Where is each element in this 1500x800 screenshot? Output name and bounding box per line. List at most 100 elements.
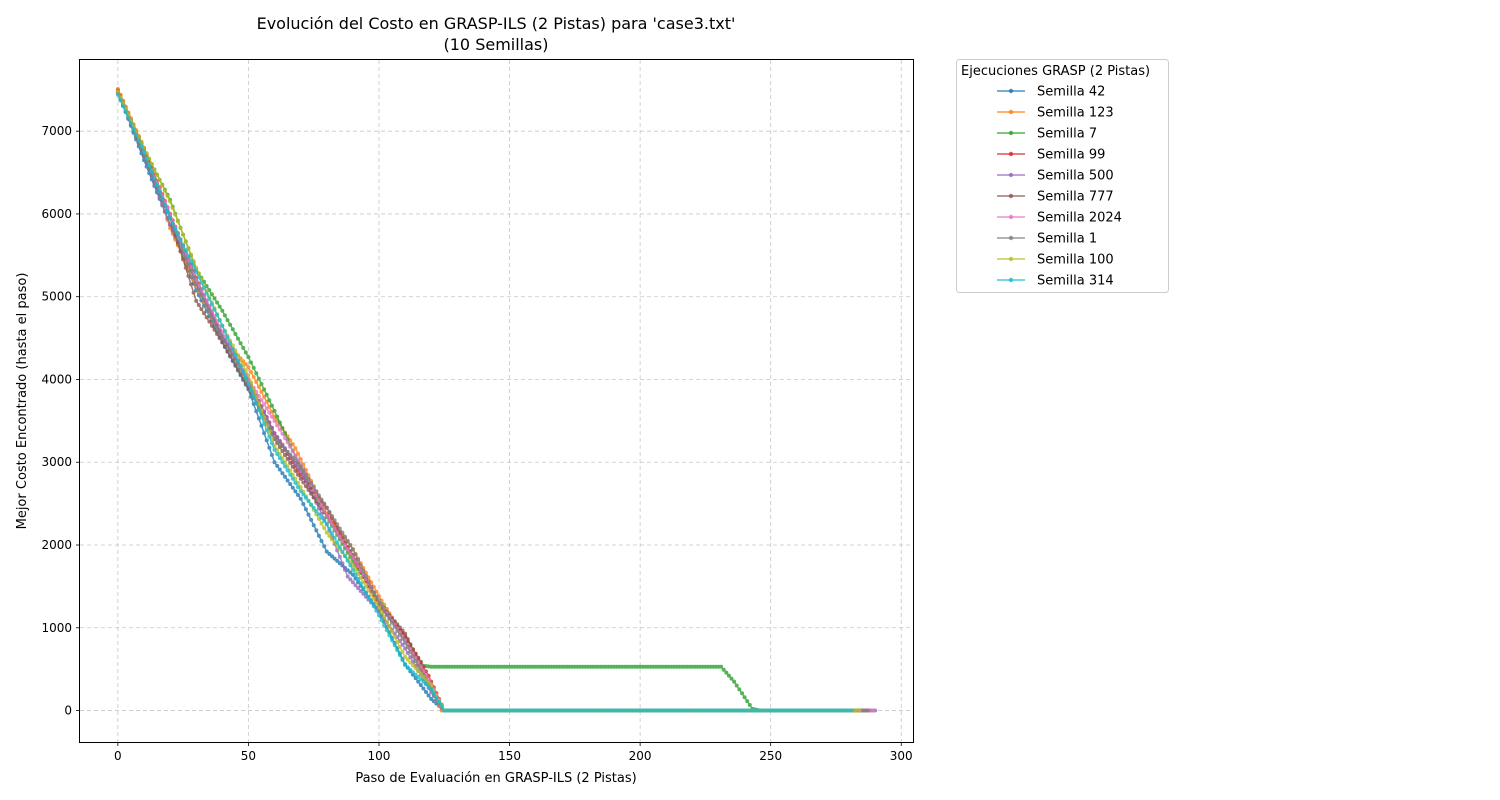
legend-label: Semilla 1 (1037, 232, 1097, 247)
data-point (353, 583, 358, 588)
data-point (222, 329, 227, 334)
data-point (392, 643, 397, 648)
data-point (726, 673, 731, 678)
data-point (311, 485, 316, 490)
data-point (343, 534, 347, 539)
legend-label: Semilla 7 (1037, 127, 1097, 142)
data-point (204, 303, 209, 308)
data-point (228, 341, 233, 346)
data-point (212, 327, 217, 332)
data-point (358, 581, 363, 586)
data-point (228, 349, 233, 354)
data-point (734, 683, 739, 688)
legend-item: Semilla 777 (997, 190, 1114, 205)
data-point (183, 248, 188, 253)
data-point (361, 568, 366, 573)
legend-items: Semilla 42 Semilla 123 Semilla 7 Semilla 99… (997, 85, 1122, 289)
data-point (136, 138, 141, 143)
data-point (272, 418, 277, 423)
data-point (358, 589, 363, 593)
data-point (439, 704, 444, 709)
data-point (345, 558, 350, 563)
data-point (152, 176, 157, 181)
data-point (303, 507, 308, 512)
data-point (314, 509, 319, 514)
legend-label: Semilla 100 (1037, 253, 1114, 268)
legend-marker (1008, 235, 1014, 241)
data-point (243, 375, 248, 380)
data-point (283, 453, 287, 457)
data-point (220, 323, 225, 328)
data-point (126, 115, 131, 120)
data-point (162, 202, 167, 207)
data-point (285, 440, 290, 445)
data-point (721, 667, 726, 672)
data-point (335, 540, 340, 545)
data-point (196, 275, 201, 280)
x-tick-label: 100 (368, 749, 391, 763)
data-point (155, 172, 159, 177)
data-point (729, 676, 734, 681)
series-10 (115, 92, 854, 713)
data-point (285, 449, 290, 454)
data-point (384, 628, 389, 633)
data-point (267, 434, 272, 439)
data-point (324, 505, 329, 510)
data-point (165, 194, 170, 199)
plot-frame (79, 59, 914, 743)
y-axis-label: Mejor Costo Encontrado (hasta el paso) (15, 273, 30, 530)
data-point (277, 467, 282, 472)
data-point (332, 556, 337, 561)
data-point (403, 631, 408, 636)
data-point (215, 312, 220, 317)
data-point (363, 590, 368, 595)
data-point (256, 376, 261, 381)
data-point (296, 472, 300, 477)
data-point (371, 596, 376, 601)
data-point (194, 282, 199, 287)
data-point (115, 89, 120, 94)
data-point (403, 640, 408, 645)
x-tick-label: 300 (890, 749, 913, 763)
data-point (405, 657, 410, 662)
x-tick-label: 50 (241, 749, 256, 763)
data-point (264, 392, 269, 397)
series-layer (115, 87, 878, 713)
data-point (384, 620, 389, 624)
data-point (283, 447, 287, 451)
data-point (230, 346, 235, 351)
legend-marker (1008, 214, 1014, 220)
data-point (426, 693, 431, 698)
data-point (293, 468, 298, 473)
legend-marker (1008, 88, 1014, 94)
data-point (421, 679, 426, 684)
data-point (400, 658, 405, 663)
data-point (301, 502, 306, 506)
data-point (408, 667, 413, 672)
data-point (337, 554, 342, 559)
x-tick-label: 250 (759, 749, 782, 763)
data-point (241, 370, 246, 374)
data-point (290, 455, 295, 460)
data-point (220, 336, 225, 341)
data-point (330, 522, 334, 527)
data-point (173, 212, 178, 217)
data-point (243, 350, 248, 355)
data-point (348, 577, 353, 582)
data-point (298, 464, 303, 469)
data-point (309, 502, 314, 507)
data-point (737, 687, 742, 692)
data-point (217, 330, 222, 335)
data-point (272, 447, 277, 452)
y-tick-label: 1000 (41, 621, 72, 635)
data-point (275, 414, 280, 419)
data-point (732, 679, 737, 684)
data-point (405, 645, 410, 650)
data-point (115, 92, 120, 97)
data-point (285, 456, 290, 461)
data-point (262, 431, 267, 436)
data-point (387, 616, 392, 621)
data-point (199, 280, 204, 285)
y-tick-label: 4000 (41, 372, 72, 386)
data-point (309, 480, 314, 485)
